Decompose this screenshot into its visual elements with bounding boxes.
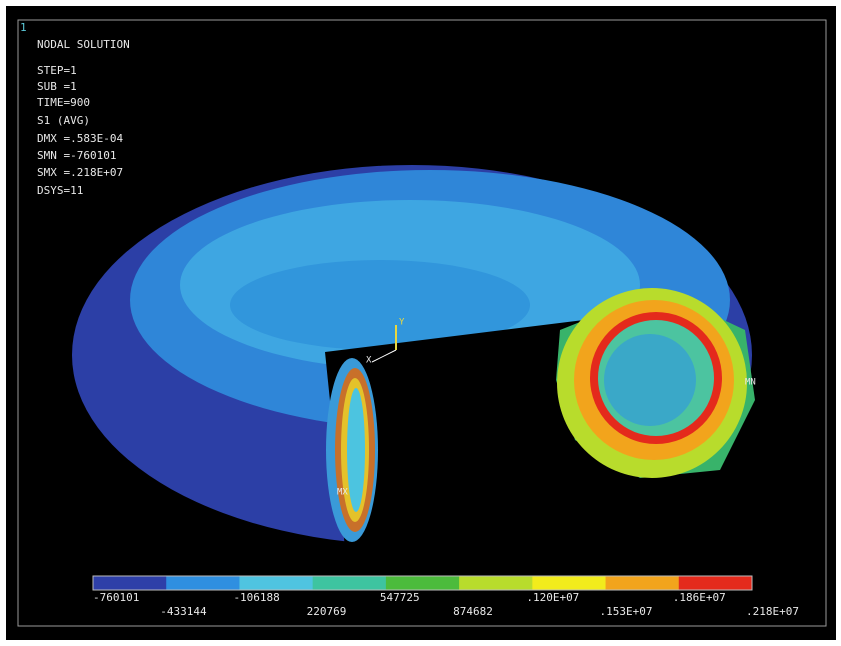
max-marker: MX xyxy=(337,488,348,498)
legend-swatch xyxy=(459,576,533,590)
info-line: NODAL SOLUTION xyxy=(37,38,130,51)
legend-swatch xyxy=(93,576,167,590)
info-line: STEP=1 xyxy=(37,64,77,77)
legend-label: .120E+07 xyxy=(526,591,579,604)
viewport: 1 Y X MN MX NODAL SOLUTION STEP=1 SUB =1 TI… xyxy=(0,0,841,646)
info-line: S1 (AVG) xyxy=(37,114,90,127)
legend-swatch xyxy=(313,576,387,590)
legend-swatch xyxy=(166,576,240,590)
info-line: DMX =.583E-04 xyxy=(37,132,123,145)
info-line: DSYS=11 xyxy=(37,184,83,197)
window-number: 1 xyxy=(20,21,27,34)
legend-swatch xyxy=(606,576,680,590)
min-marker: MN xyxy=(745,378,756,388)
screenshot: 1 Y X MN MX NODAL SOLUTION STEP=1 SUB =1 TI… xyxy=(0,0,841,646)
legend-swatch xyxy=(386,576,460,590)
legend-swatch xyxy=(679,576,753,590)
legend-label: -106188 xyxy=(233,591,279,604)
info-line: SUB =1 xyxy=(37,80,77,93)
legend-label: 547725 xyxy=(380,591,420,604)
legend-label: .186E+07 xyxy=(673,591,726,604)
y-axis-label: Y xyxy=(399,318,405,328)
x-axis-label: X xyxy=(366,356,372,366)
legend-swatch xyxy=(239,576,313,590)
legend-label: 874682 xyxy=(453,605,493,618)
legend-label: -760101 xyxy=(93,591,139,604)
legend-label: -433144 xyxy=(160,605,207,618)
legend-label: .153E+07 xyxy=(600,605,653,618)
info-line: SMN =-760101 xyxy=(37,149,116,162)
legend-label: 220769 xyxy=(307,605,347,618)
info-line: TIME=900 xyxy=(37,96,90,109)
legend-swatch xyxy=(532,576,606,590)
legend-label: .218E+07 xyxy=(746,605,799,618)
info-line: SMX =.218E+07 xyxy=(37,166,123,179)
